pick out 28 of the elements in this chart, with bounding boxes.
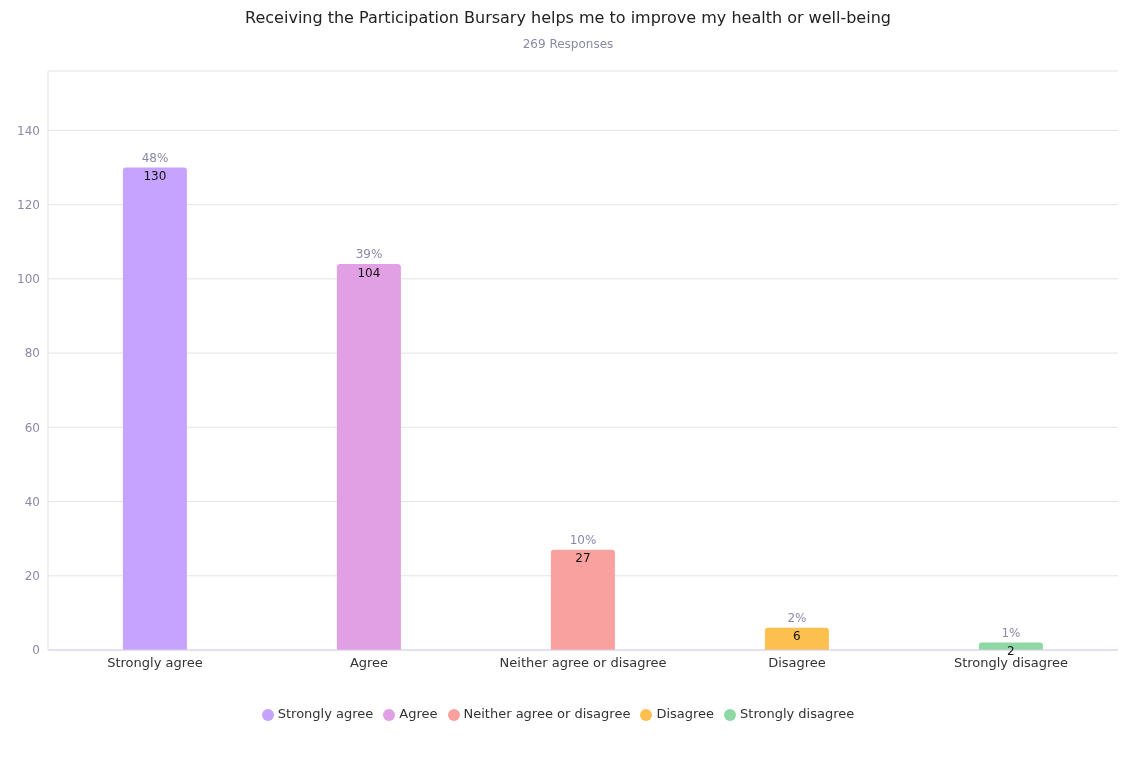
data-label: 27 <box>575 551 591 566</box>
data-label: 6 <box>793 629 801 644</box>
chart-title: Receiving the Participation Bursary helps me to improve my health or well-being <box>244 8 892 27</box>
y-tick-label: 140 <box>17 123 40 138</box>
y-tick-label: 60 <box>24 420 40 435</box>
legend-label: Neither agree or disagree <box>463 706 631 721</box>
y-tick-label: 100 <box>17 272 40 287</box>
chart-subtitle: 269 Responses <box>521 37 615 51</box>
x-tick-label: Neither agree or disagree <box>499 655 667 671</box>
y-tick-label: 40 <box>24 494 40 509</box>
legend-label: Agree <box>399 706 438 721</box>
y-tick-label: 0 <box>32 643 40 658</box>
y-tick-label: 20 <box>24 569 40 584</box>
legend-label: Strongly disagree <box>740 706 855 721</box>
annotation: 1% <box>1001 625 1021 640</box>
annotation: 48% <box>141 150 169 165</box>
data-label: 104 <box>357 265 381 280</box>
x-tick-label: Agree <box>349 655 389 671</box>
y-tick-label: 80 <box>24 346 40 361</box>
x-tick-label: Disagree <box>768 655 826 671</box>
legend-label: Disagree <box>656 706 715 721</box>
y-tick-label: 120 <box>17 197 40 212</box>
annotation: 2% <box>787 610 807 625</box>
x-tick-label: Strongly agree <box>107 655 203 671</box>
annotation: 39% <box>355 247 383 261</box>
legend-label: Strongly agree <box>277 706 374 721</box>
annotation: 10% <box>569 532 597 547</box>
data-label: 130 <box>143 169 167 184</box>
